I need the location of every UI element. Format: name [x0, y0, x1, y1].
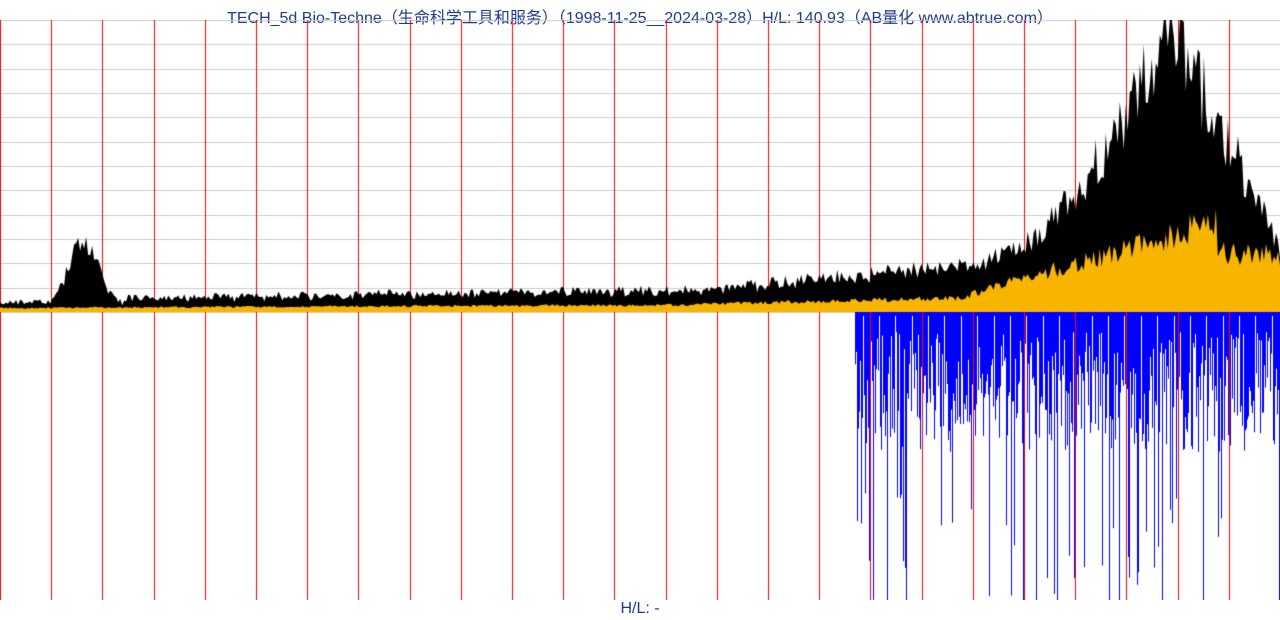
- price-chart-canvas: [0, 20, 1280, 600]
- chart-footer: H/L: -: [0, 600, 1280, 618]
